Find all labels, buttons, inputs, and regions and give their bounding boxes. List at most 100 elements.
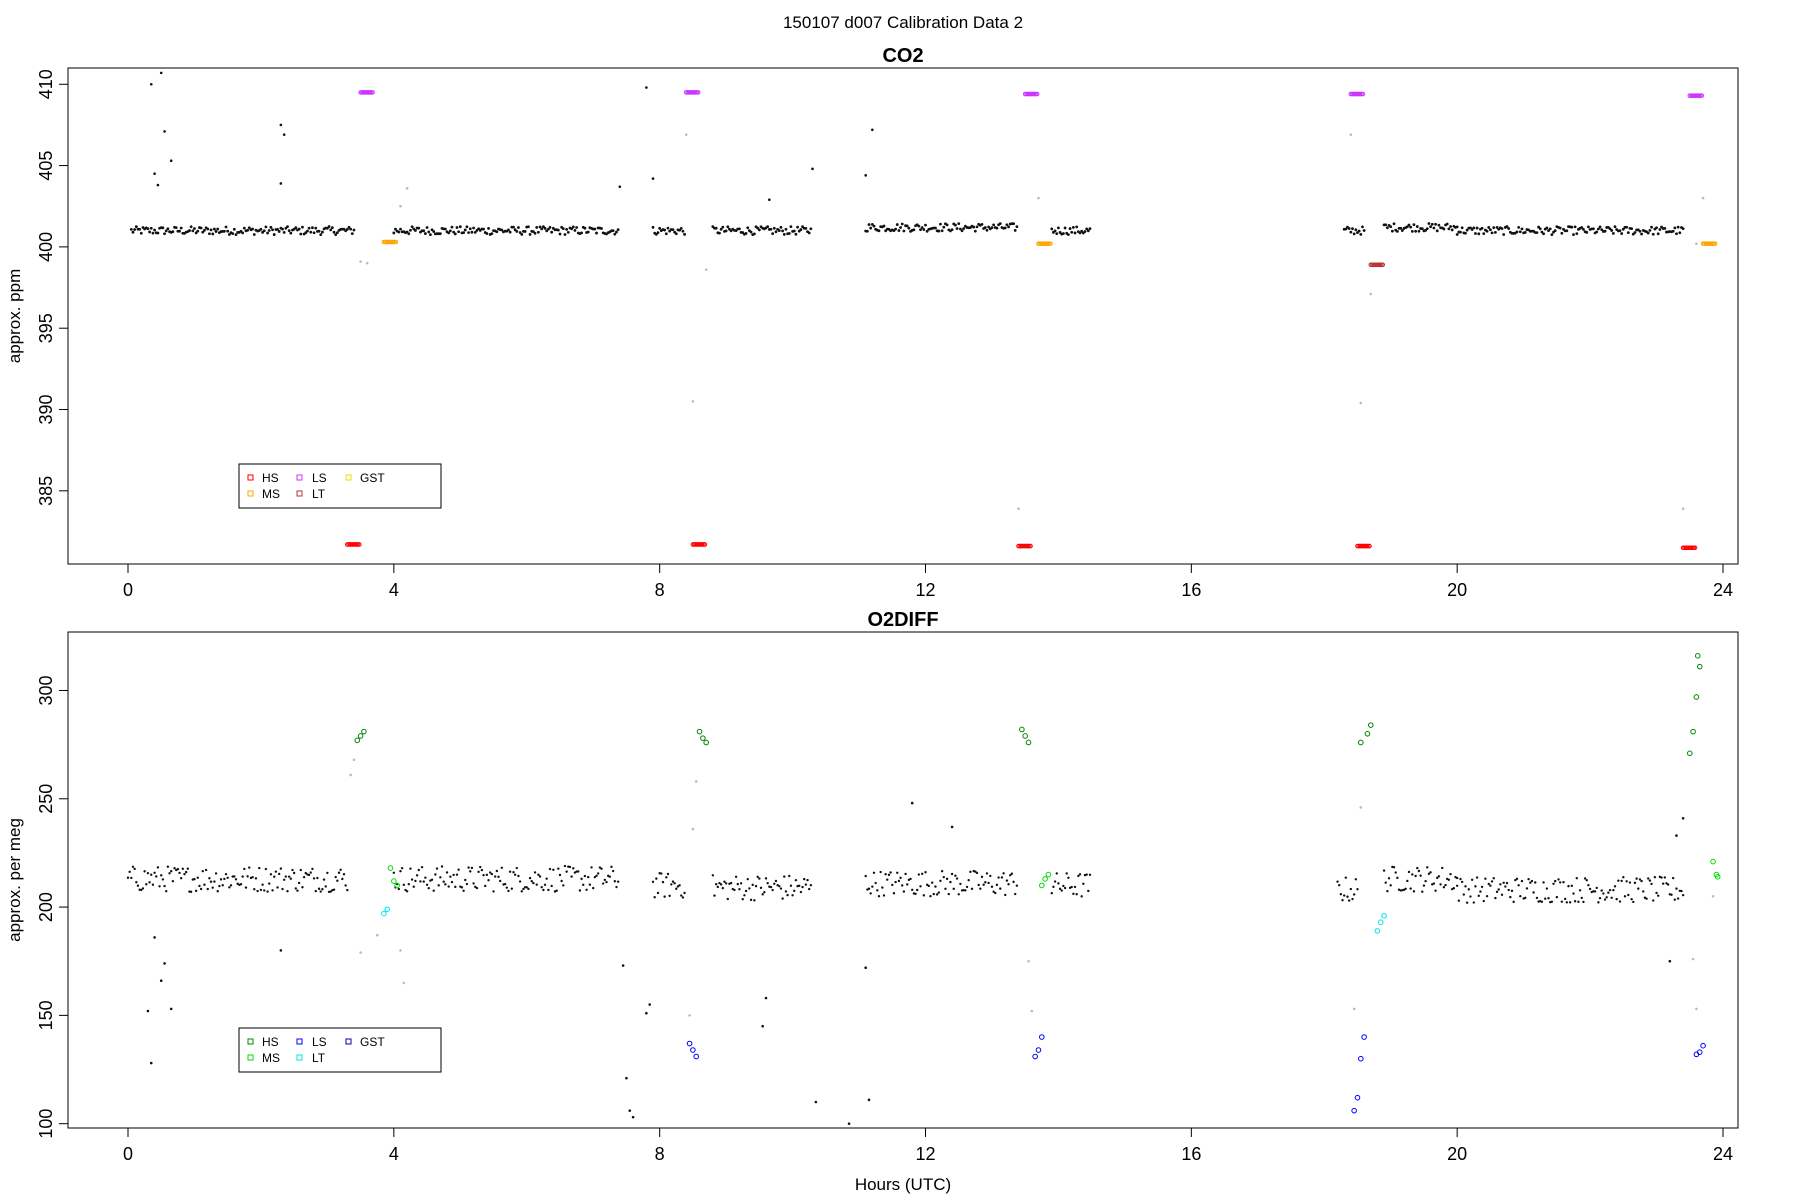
o2diff-data-point [1655,891,1658,895]
o2diff-data-point [718,881,721,885]
co2-y-axis: 385 390 395 400 405 410 [36,69,69,506]
o2diff-data-point [886,878,889,881]
co2-data-point [902,229,906,233]
o2diff-data-point [542,888,545,892]
o2diff-data-point [577,870,580,873]
co2-data-point [651,225,655,229]
o2diff-cal-lt-point [381,910,387,917]
co2-y-tick-label: 400 [36,232,56,262]
o2diff-data-point [947,892,950,896]
co2-data-point [462,231,466,235]
o2diff-data-point [472,882,475,885]
o2diff-data-point [243,867,246,871]
o2diff-flagged-point [1027,959,1030,963]
co2-data-point [330,226,334,230]
o2diff-data-point [420,865,424,869]
o2diff-data-point [786,893,789,897]
co2-data-point [1505,225,1509,228]
co2-data-point [287,229,291,233]
co2-flagged-point [1359,401,1363,405]
o2diff-data-point [1469,895,1472,898]
co2-data-point [247,226,251,230]
co2-data-point [495,230,499,234]
o2diff-y-tick-label: 250 [36,784,56,814]
o2diff-data-point [864,874,867,878]
co2-data-point [1361,225,1364,229]
co2-data-point [1558,226,1562,230]
o2diff-data-point [1439,883,1442,886]
co2-data-point [468,227,472,231]
o2diff-outlier-point [1681,816,1685,820]
co2-data-point [615,230,618,234]
o2diff-data-point [924,870,927,874]
co2-data-point [1362,229,1366,232]
co2-outlier-point [768,198,771,202]
co2-data-point [271,228,274,232]
o2diff-data-point [392,871,396,874]
o2diff-data-point [131,865,135,868]
o2diff-data-point [1477,894,1480,898]
o2diff-data-point [550,884,553,888]
co2-data-point [335,231,339,235]
co2-outlier-point [156,183,160,187]
o2diff-data-point [952,887,955,891]
o2diff-data-point [1670,893,1673,896]
o2diff-data-point [169,870,173,873]
o2diff-data-point [678,884,681,887]
co2-data-point [467,231,470,235]
o2diff-data-point [1346,895,1349,898]
o2diff-data-point [484,884,487,888]
co2-data-point [1351,227,1354,231]
co2-data-point [882,224,886,228]
o2diff-data-point [794,878,798,882]
o2diff-y-tick-label: 200 [36,892,56,922]
o2diff-flagged-point [1030,1009,1034,1013]
co2-data-point [1455,225,1459,229]
o2diff-data-point [774,879,778,883]
co2-data-point [299,232,303,236]
o2diff-data-point [1465,901,1469,904]
o2diff-data-point [1406,879,1409,883]
co2-plot-area [129,71,1718,551]
o2diff-data-point [1492,876,1495,880]
co2-data-point [281,227,284,231]
co2-data-point [208,232,211,236]
o2diff-data-point [445,871,449,874]
o2diff-data-point [1490,880,1494,883]
o2diff-data-point [1078,873,1082,876]
o2diff-data-segment [864,869,1019,898]
o2diff-legend-ms-marker [247,1054,254,1061]
co2-data-point [222,229,226,233]
o2diff-data-point [596,872,600,875]
o2diff-data-point [1421,890,1424,893]
co2-legend-ms-label: MS [262,487,280,501]
co2-data-point [942,225,946,229]
o2diff-cal-ls-point [693,1053,700,1060]
o2diff-data-point [999,887,1002,890]
co2-data-point [1395,229,1399,233]
co2-legend-hs-marker [247,474,254,481]
o2diff-data-point [342,873,346,876]
co2-data-segment [1382,222,1459,233]
co2-data-point [895,223,899,226]
co2-y-tick-label: 410 [36,69,56,99]
o2diff-data-point [1673,898,1677,901]
o2diff-data-point [196,876,199,879]
o2diff-data-point [660,872,663,875]
o2diff-data-point [233,875,236,878]
o2diff-data-point [273,875,276,878]
o2diff-x-tick-label: 12 [915,1144,935,1164]
co2-cal-ms-point [393,239,399,245]
o2diff-data-segment [126,865,349,894]
o2diff-data-point [743,894,746,897]
co2-data-point [424,232,427,235]
o2diff-data-point [1505,881,1509,885]
o2diff-data-point [1070,885,1073,889]
o2diff-data-point [1474,885,1477,888]
o2diff-data-point [1681,893,1685,897]
co2-data-point [1455,233,1459,236]
co2-data-point [1490,231,1494,235]
o2diff-data-point [276,886,279,889]
o2diff-data-point [1575,876,1578,880]
o2diff-data-point [146,871,150,875]
